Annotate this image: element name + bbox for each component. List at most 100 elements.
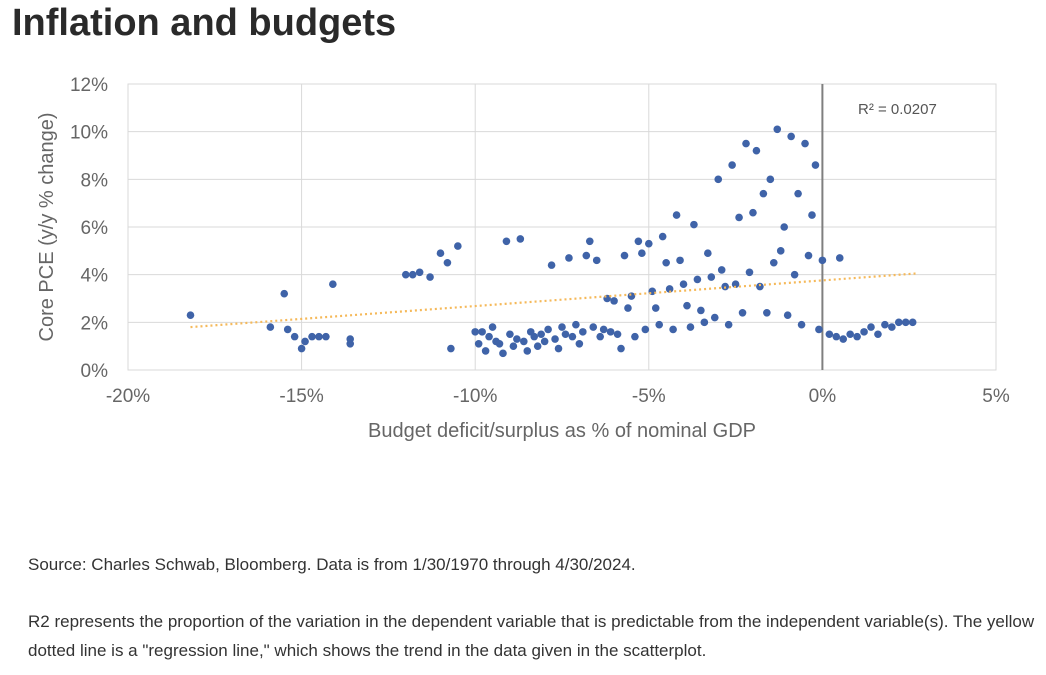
data-point [867,323,875,331]
data-point [745,268,754,277]
explanation-note: R2 represents the proportion of the vari… [28,612,1035,660]
data-point [589,323,598,331]
plot-area-border [127,83,997,371]
data-point [908,318,917,327]
y-tick-label: 2% [81,313,109,334]
data-point [728,161,736,169]
data-point [575,339,584,348]
data-point [738,309,747,317]
x-tick-label: -15% [279,386,323,407]
data-point [516,235,525,243]
data-point [540,337,549,346]
data-point [474,339,483,348]
data-point [579,328,587,336]
x-tick-label: 0% [809,386,837,407]
data-point [780,223,789,231]
data-point [443,258,452,267]
data-point [572,320,580,329]
data-point [690,220,698,229]
data-point [888,323,896,331]
data-point [308,332,316,341]
data-point [700,318,709,327]
x-tick-label: -20% [106,386,150,407]
data-point [797,320,806,329]
x-tick-label: 5% [982,386,1010,407]
data-point [749,208,757,217]
data-point [811,161,820,169]
data-point [592,256,601,265]
data-point [297,344,306,353]
data-point [787,132,795,141]
data-point [731,280,740,288]
x-axis-ticks: -20% -15% -10% -5% 0% 5% [106,386,1010,407]
y-tick-label: 6% [81,218,109,239]
data-point [537,330,545,339]
data-point [790,270,799,279]
data-point [502,237,511,246]
data-point [651,304,660,312]
x-axis-title: Budget deficit/surplus as % of nominal G… [368,420,756,442]
data-point [714,175,723,184]
data-point [513,335,521,343]
data-point [599,325,608,334]
data-point [447,344,455,353]
data-point [686,323,695,331]
data-point [894,318,903,327]
data-point [322,332,330,341]
y-axis-title: Core PCE (y/y % change) [36,113,58,342]
data-point [401,270,410,279]
data-point [773,125,782,134]
data-point [874,330,882,339]
data-point [329,280,337,288]
y-axis-ticks: 0% 2% 4% 6% 8% 10% 12% [70,75,108,382]
data-point [783,311,792,319]
data-point [558,323,566,331]
data-point [724,320,733,329]
data-point [186,311,195,319]
y-tick-label: 10% [70,123,108,144]
data-point [509,342,518,350]
data-point [315,332,323,341]
data-point [301,337,309,346]
data-point [582,251,591,260]
data-point [672,211,681,219]
data-point [554,344,563,353]
y-tick-label: 8% [81,170,109,191]
data-point [717,266,726,274]
data-point [617,344,625,353]
data-point [832,332,841,341]
data-point [551,335,559,343]
data-point [658,232,667,241]
data-point [835,254,844,262]
data-point [346,335,355,343]
data-point [613,330,622,339]
data-point [763,309,771,317]
data-point [471,328,480,336]
data-point [415,268,424,277]
data-point [533,342,542,350]
data-point [818,256,827,265]
data-point [846,330,854,339]
data-point [495,339,504,348]
data-point [547,261,556,269]
x-tick-label: -10% [453,386,497,407]
data-point [561,330,570,339]
y-tick-label: 12% [70,75,108,96]
data-point [624,304,632,312]
data-point [620,251,629,260]
data-point [485,332,493,341]
data-point [645,239,653,248]
data-point [776,247,785,255]
data-point [523,347,532,355]
data-point [839,335,848,343]
data-point [655,320,664,329]
data-point [488,323,497,331]
data-point [426,273,434,281]
data-point [606,328,615,336]
data-point [631,332,639,341]
data-point [641,325,650,334]
data-point [769,258,778,267]
data-point [881,320,889,329]
r-squared-annotation: R² = 0.0207 [858,101,937,118]
data-point [408,270,417,279]
